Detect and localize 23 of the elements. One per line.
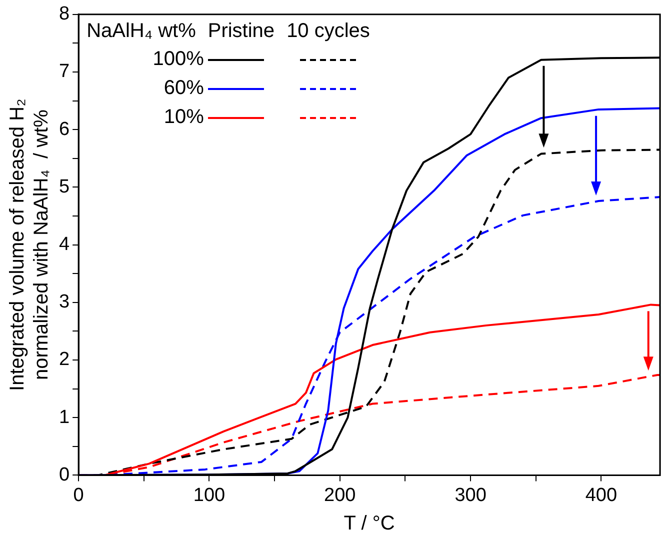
y-tick-label: 5 [58, 176, 70, 198]
y-tick-label: 6 [58, 118, 70, 140]
y-tick-label: 8 [58, 4, 70, 25]
y-tick-label: 7 [58, 61, 70, 82]
x-tick-label: 100 [193, 484, 226, 506]
y-tick-label: 2 [58, 349, 70, 370]
annotation: Pristine [208, 20, 276, 44]
x-tick-label: 0 [73, 484, 84, 506]
y-tick-label: 0 [58, 464, 70, 486]
text: Integrated volume of released H₂ [6, 98, 29, 391]
y-tick-label: 3 [58, 292, 70, 313]
x-tick-label: 400 [585, 484, 618, 506]
x-tick-label: 200 [324, 484, 356, 506]
y-tick-label: 1 [58, 406, 70, 428]
x-tick-label: 300 [454, 484, 486, 506]
legend-label: 10% [162, 105, 205, 130]
legend-label: 100% [152, 47, 205, 72]
annotation: 10 cycles [286, 20, 371, 44]
y-tick-label: 4 [58, 234, 70, 256]
x-axis-title: T / °C [344, 512, 395, 535]
text: normalized with NaAlH₄ / wt% [30, 110, 53, 380]
legend-label: 60% [162, 76, 205, 102]
legend-title: NaAlH₄ wt% [86, 20, 197, 44]
